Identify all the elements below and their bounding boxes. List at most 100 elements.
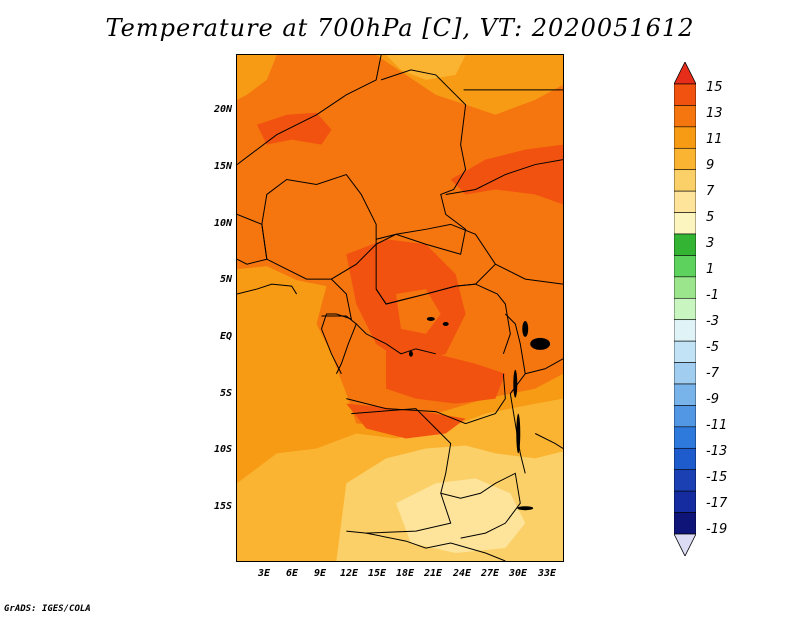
border-south-1 <box>366 532 506 561</box>
border-nw-small <box>237 283 298 295</box>
colorbar-swatch <box>674 276 696 299</box>
y-tick-label: EQ <box>219 331 232 342</box>
colorbar-label: -1 <box>706 288 719 303</box>
temp-zone-11-central-hole <box>396 289 441 334</box>
border-gabon <box>321 315 357 374</box>
colorbar-swatch <box>674 447 696 471</box>
colorbar-swatch <box>674 83 696 106</box>
colorbar-swatch <box>674 255 696 278</box>
colorbar-label: 1 <box>706 262 715 277</box>
colorbar-swatch <box>674 340 696 363</box>
colorbar-label: 13 <box>706 106 723 121</box>
colorbar-swatch <box>674 297 696 321</box>
colorbar-top-arrow <box>674 62 696 85</box>
border-north-2 <box>376 69 467 255</box>
map-title: Temperature at 700hPa [C], VT: 202005161… <box>105 14 695 42</box>
border-zambia <box>440 472 521 539</box>
lake-7 <box>516 413 521 454</box>
colorbar-swatch <box>674 512 696 535</box>
lakes <box>408 316 551 511</box>
x-tick-label: 30E <box>508 568 528 579</box>
y-tick-label: 15N <box>213 161 232 172</box>
y-tick-label: 15S <box>213 501 232 512</box>
temp-zone-3-pocket <box>396 478 526 554</box>
colorbar-label: 5 <box>706 210 715 225</box>
colorbar-swatch <box>674 469 696 492</box>
colorbar-swatch <box>674 233 696 256</box>
country-borders <box>237 55 563 561</box>
colorbar-swatch <box>674 105 696 128</box>
colorbar-label: -11 <box>706 418 728 433</box>
border-east-3 <box>534 433 563 449</box>
border-drc-west <box>355 323 436 355</box>
grads-credit: GrADS: IGES/COLA <box>4 604 91 614</box>
x-tick-label: 15E <box>367 568 387 579</box>
y-tick-label: 10N <box>213 218 232 229</box>
colorbar-swatch <box>674 212 696 235</box>
colorbar-label: -3 <box>706 314 719 329</box>
colorbar-label: -13 <box>706 444 728 459</box>
border-east-1 <box>495 263 563 285</box>
x-tick-label: 6E <box>285 568 299 579</box>
lake-1 <box>426 316 435 321</box>
x-tick-label: 24E <box>452 568 472 579</box>
colorbar-swatch <box>674 169 696 192</box>
temp-zone-9-northwest <box>237 55 277 100</box>
y-tick-label: 20N <box>213 104 232 115</box>
border-north-1 <box>237 55 382 165</box>
x-tick-label: 21E <box>423 568 443 579</box>
lake-2 <box>442 321 449 326</box>
colorbar-swatch <box>674 490 696 513</box>
border-east-2 <box>525 358 563 375</box>
colorbar-swatch <box>674 147 696 171</box>
temp-zone-9-west-coast <box>237 289 277 434</box>
temp-zone-13-congo <box>386 343 506 404</box>
x-tick-label: 9E <box>313 568 327 579</box>
border-drc-south <box>346 373 506 425</box>
colorbar-swatch <box>674 126 696 149</box>
border-congo-basin <box>375 283 511 354</box>
border-cameroon <box>320 278 352 374</box>
x-tick-label: 27E <box>480 568 500 579</box>
colorbar-label: 3 <box>706 236 715 251</box>
border-nigeria <box>261 173 377 280</box>
lake-5 <box>530 337 551 350</box>
lake-4 <box>522 320 529 337</box>
colorbar-swatch <box>674 190 696 213</box>
x-tick-label: 33E <box>537 568 557 579</box>
colorbar-swatch <box>674 319 696 342</box>
temperature-map <box>236 54 564 562</box>
colorbar-label: -15 <box>706 470 728 485</box>
colorbar-bottom-arrow <box>674 533 696 556</box>
lake-8 <box>517 506 534 511</box>
colorbar-label: 11 <box>706 132 723 147</box>
colorbar-label: 7 <box>706 184 715 199</box>
y-tick-label: 5S <box>219 388 232 399</box>
border-angola <box>346 408 452 534</box>
lake-6 <box>513 369 518 398</box>
colorbar <box>674 62 696 556</box>
colorbar-label: -7 <box>706 366 719 381</box>
temp-zone-7-north <box>386 55 466 80</box>
colorbar-label: -19 <box>706 522 728 537</box>
temp-zone-7-sw-coast <box>237 493 317 561</box>
y-tick-label: 10S <box>213 444 232 455</box>
colorbar-label: -5 <box>706 340 719 355</box>
colorbar-label: 15 <box>706 80 723 95</box>
colorbar-label: -9 <box>706 392 719 407</box>
colorbar-swatch <box>674 426 696 449</box>
border-west-1 <box>237 213 268 265</box>
y-tick-label: 5N <box>219 274 232 285</box>
x-tick-label: 3E <box>257 568 271 579</box>
border-sudan-east <box>445 159 563 195</box>
colorbar-swatch <box>674 405 696 428</box>
colorbar-swatch <box>674 362 696 385</box>
x-tick-label: 18E <box>395 568 415 579</box>
colorbar-swatch <box>674 383 696 406</box>
colorbar-label: -17 <box>706 496 728 511</box>
lake-3 <box>408 350 413 357</box>
temp-zone-13-sw-band <box>346 403 466 439</box>
colorbar-label: 9 <box>706 158 715 173</box>
temp-zone-13-nw <box>256 112 332 145</box>
x-tick-label: 12E <box>339 568 359 579</box>
